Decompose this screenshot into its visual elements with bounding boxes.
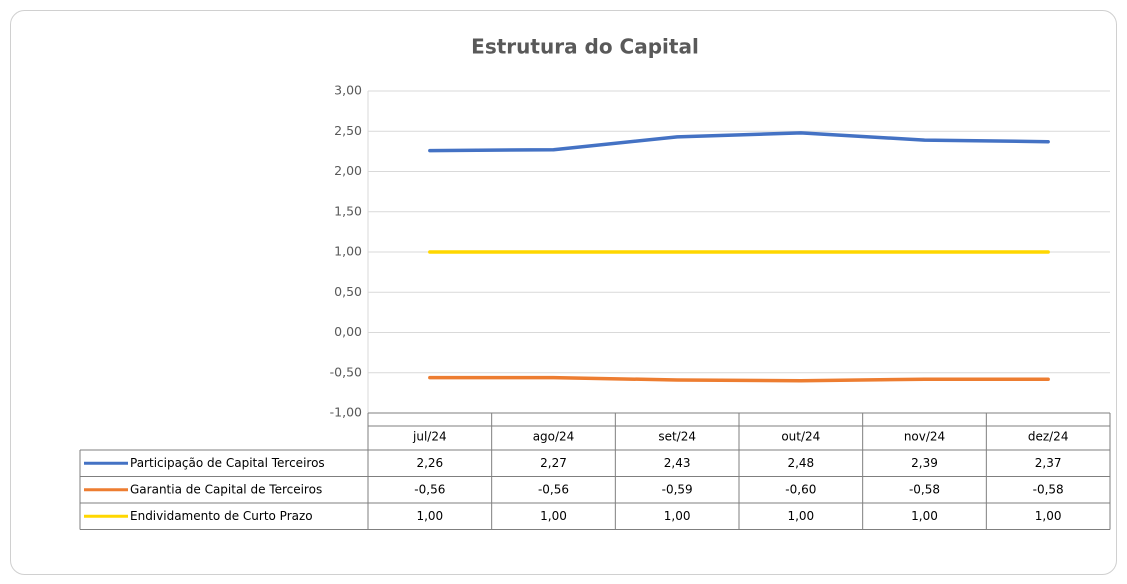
chart-title: Estrutura do Capital — [471, 35, 699, 59]
legend-label: Endividamento de Curto Prazo — [130, 509, 313, 523]
table-value: 2,43 — [664, 456, 691, 470]
table-value: 2,37 — [1035, 456, 1062, 470]
y-tick-label: 1,50 — [334, 203, 362, 218]
table-value: 2,39 — [911, 456, 938, 470]
table-value: 1,00 — [787, 509, 814, 523]
y-tick-label: -0,50 — [330, 364, 362, 379]
table-value: 2,26 — [416, 456, 443, 470]
x-tick-label: nov/24 — [904, 430, 945, 444]
table-value: -0,58 — [909, 482, 940, 496]
table-value: -0,56 — [538, 482, 569, 496]
series-line — [428, 131, 1050, 153]
table-value: -0,60 — [785, 482, 816, 496]
y-tick-label: -1,00 — [330, 405, 362, 420]
table-value: 1,00 — [540, 509, 567, 523]
y-tick-label: 0,00 — [334, 324, 362, 339]
x-tick-label: out/24 — [781, 430, 820, 444]
y-tick-label: 2,00 — [334, 163, 362, 178]
legend-label: Participação de Capital Terceiros — [130, 456, 325, 470]
x-tick-label: dez/24 — [1028, 430, 1069, 444]
table-value: 1,00 — [416, 509, 443, 523]
table-value: 1,00 — [911, 509, 938, 523]
table-value: 2,27 — [540, 456, 567, 470]
table-value: -0,56 — [414, 482, 445, 496]
y-tick-label: 2,50 — [334, 123, 362, 138]
table-value: 2,48 — [787, 456, 814, 470]
table-value: -0,59 — [662, 482, 693, 496]
x-tick-label: jul/24 — [412, 430, 447, 444]
x-tick-label: set/24 — [658, 430, 696, 444]
y-tick-label: 0,50 — [334, 284, 362, 299]
y-tick-label: 1,00 — [334, 244, 362, 259]
table-value: -0,58 — [1033, 482, 1064, 496]
x-tick-label: ago/24 — [533, 430, 575, 444]
table-value: 1,00 — [664, 509, 691, 523]
table-value: 1,00 — [1035, 509, 1062, 523]
series-line — [428, 375, 1050, 383]
y-tick-label: 3,00 — [334, 83, 362, 98]
legend-label: Garantia de Capital de Terceiros — [130, 482, 322, 496]
